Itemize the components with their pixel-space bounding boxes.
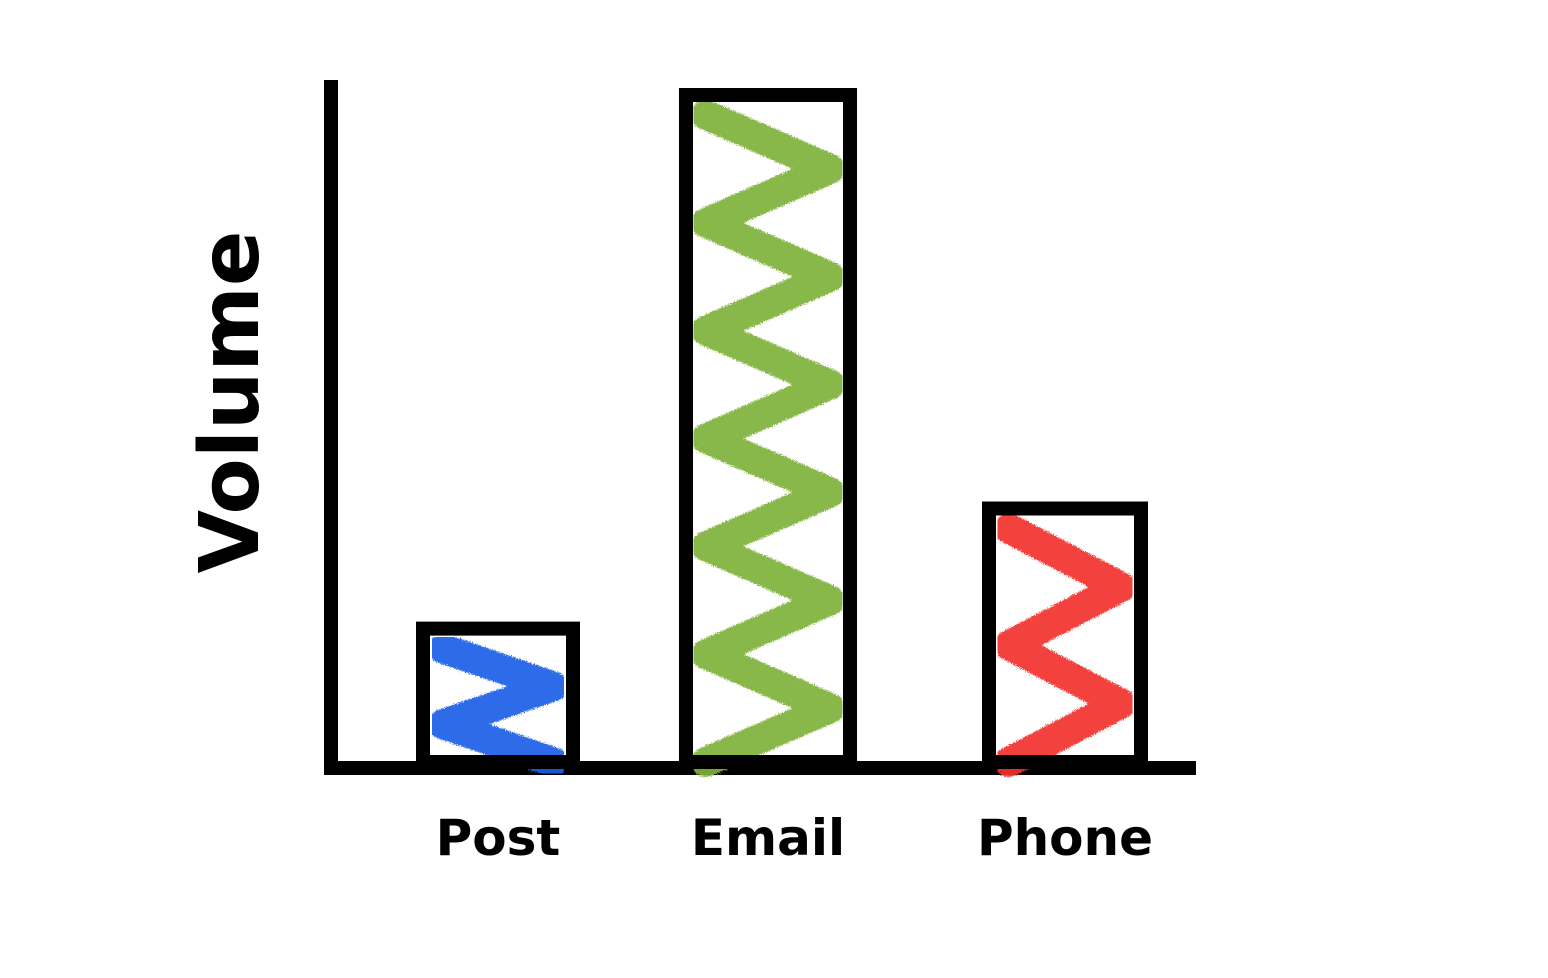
bar-post xyxy=(416,621,580,769)
bar-fill-phone xyxy=(994,513,1136,777)
x-tick-label-email: Email xyxy=(691,809,845,867)
x-tick-label-phone: Phone xyxy=(977,809,1153,867)
bar-fill-post xyxy=(428,633,568,777)
x-tick-label-post: Post xyxy=(436,809,561,867)
bar-email xyxy=(679,88,857,769)
y-axis-label: Volume xyxy=(183,231,278,574)
bar-phone xyxy=(982,501,1148,769)
bar-fill-email xyxy=(691,100,845,777)
